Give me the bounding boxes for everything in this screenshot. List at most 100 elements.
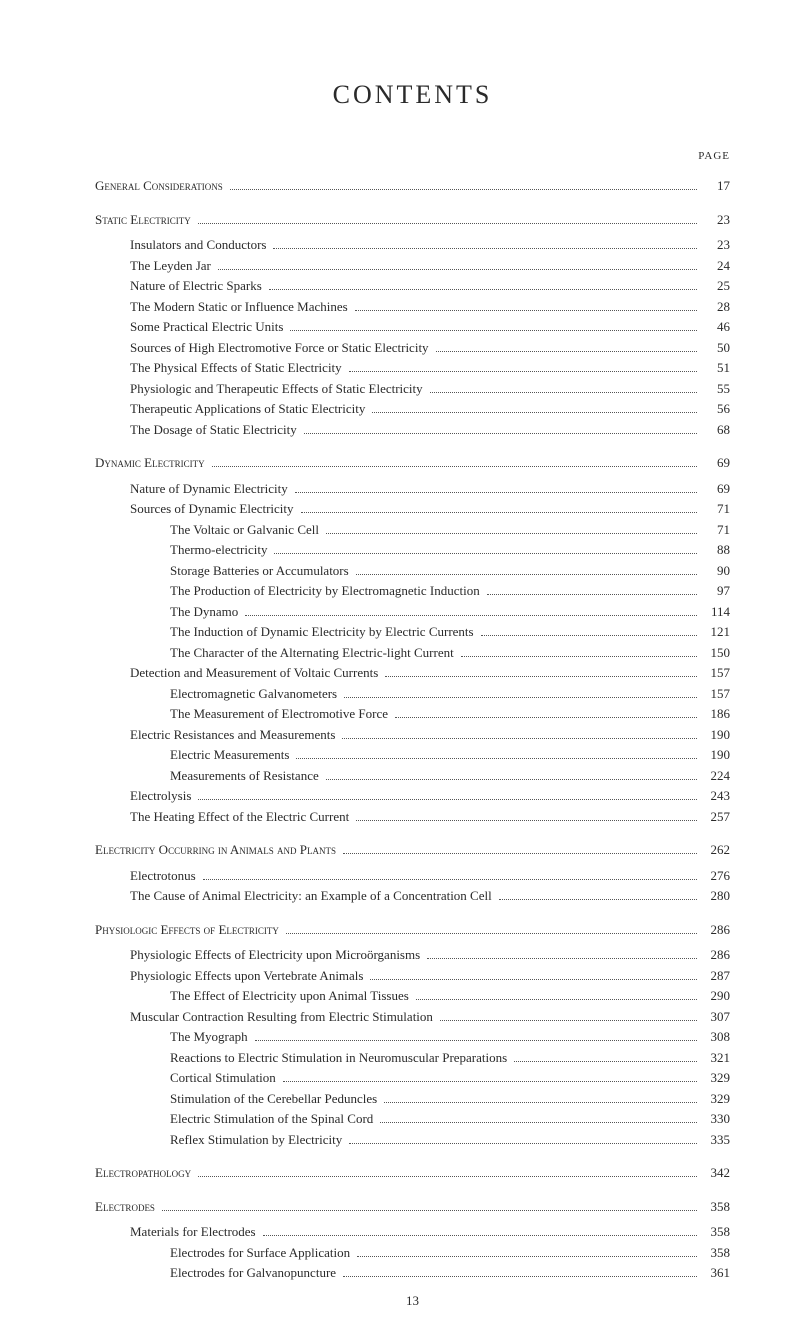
toc-entry-page: 243 [700, 786, 730, 806]
toc-entry-label: Electric Measurements [170, 745, 293, 765]
toc-leader-dots [481, 635, 697, 636]
toc-entry-label: The Character of the Alternating Electri… [170, 643, 458, 663]
toc-entry-label: Electrodes [95, 1197, 159, 1217]
toc-entry: Insulators and Conductors23 [130, 235, 730, 255]
toc-leader-dots [342, 738, 697, 739]
toc-leader-dots [349, 371, 697, 372]
toc-leader-dots [198, 1176, 697, 1177]
toc-entry-page: 329 [700, 1068, 730, 1088]
toc-leader-dots [198, 799, 697, 800]
toc-entry: The Dynamo114 [170, 602, 730, 622]
toc-entry-label: Materials for Electrodes [130, 1222, 260, 1242]
toc-entry-label: Physiologic Effects of Electricity [95, 920, 283, 940]
toc-entry: Sources of High Electromotive Force or S… [130, 338, 730, 358]
toc-entry-page: 97 [700, 581, 730, 601]
toc-entry: Some Practical Electric Units46 [130, 317, 730, 337]
toc-entry-page: 335 [700, 1130, 730, 1150]
toc-entry-label: Physiologic Effects upon Vertebrate Anim… [130, 966, 367, 986]
toc-entry: The Production of Electricity by Electro… [170, 581, 730, 601]
toc-entry-label: Physiologic Effects of Electricity upon … [130, 945, 424, 965]
toc-entry: Electrodes for Surface Application358 [170, 1243, 730, 1263]
toc-entry-label: The Production of Electricity by Electro… [170, 581, 484, 601]
toc-entry-label: The Induction of Dynamic Electricity by … [170, 622, 478, 642]
toc-entry-label: Reactions to Electric Stimulation in Neu… [170, 1048, 511, 1068]
toc-entry-label: Muscular Contraction Resulting from Elec… [130, 1007, 437, 1027]
toc-entry-page: 24 [700, 256, 730, 276]
toc-entry-page: 150 [700, 643, 730, 663]
toc-entry-label: The Heating Effect of the Electric Curre… [130, 807, 353, 827]
toc-entry: The Induction of Dynamic Electricity by … [170, 622, 730, 642]
toc-entry: The Heating Effect of the Electric Curre… [130, 807, 730, 827]
toc-entry: Electromagnetic Galvanometers 157 [170, 684, 730, 704]
toc-leader-dots [295, 492, 697, 493]
toc-leader-dots [203, 879, 697, 880]
toc-entry-label: Electric Stimulation of the Spinal Cord [170, 1109, 377, 1129]
toc-leader-dots [440, 1020, 697, 1021]
toc-entry-page: 17 [700, 176, 730, 196]
toc-leader-dots [326, 533, 697, 534]
toc-entry-page: 157 [700, 663, 730, 683]
toc-entry-page: 287 [700, 966, 730, 986]
toc-entry-label: Measurements of Resistance [170, 766, 323, 786]
toc-entry-label: Nature of Dynamic Electricity [130, 479, 292, 499]
toc-entry: Reactions to Electric Stimulation in Neu… [170, 1048, 730, 1068]
toc-entry: Electrolysis243 [130, 786, 730, 806]
toc-leader-dots [430, 392, 697, 393]
toc-entry: Sources of Dynamic Electricity71 [130, 499, 730, 519]
toc-entry-label: The Cause of Animal Electricity: an Exam… [130, 886, 496, 906]
toc-entry: Storage Batteries or Accumulators90 [170, 561, 730, 581]
toc-entry-page: 90 [700, 561, 730, 581]
toc-leader-dots [436, 351, 697, 352]
toc-entry-page: 330 [700, 1109, 730, 1129]
toc-entry-page: 114 [700, 602, 730, 622]
toc-entry-label: The Physical Effects of Static Electrici… [130, 358, 346, 378]
toc-entry-page: 25 [700, 276, 730, 296]
toc-entry-page: 276 [700, 866, 730, 886]
toc-entry-page: 290 [700, 986, 730, 1006]
toc-entry-label: Physiologic and Therapeutic Effects of S… [130, 379, 427, 399]
toc-entry-page: 358 [700, 1243, 730, 1263]
toc-entry: Measurements of Resistance224 [170, 766, 730, 786]
toc-entry-label: Stimulation of the Cerebellar Peduncles [170, 1089, 381, 1109]
toc-leader-dots [296, 758, 697, 759]
toc-entry-label: Electropathology [95, 1163, 195, 1183]
toc-entry: The Dosage of Static Electricity 68 [130, 420, 730, 440]
toc-entry-page: 121 [700, 622, 730, 642]
toc-leader-dots [343, 1276, 697, 1277]
toc-entry: Stimulation of the Cerebellar Peduncles3… [170, 1089, 730, 1109]
toc-entry-page: 23 [700, 210, 730, 230]
toc-entry-label: Some Practical Electric Units [130, 317, 287, 337]
toc-entry-label: Electromagnetic Galvanometers [170, 684, 341, 704]
toc-entry-label: Dynamic Electricity [95, 453, 209, 473]
toc-leader-dots [218, 269, 697, 270]
toc-entry-label: The Measurement of Electromotive Force [170, 704, 392, 724]
toc-leader-dots [487, 594, 697, 595]
toc-entry: Static Electricity23 [95, 210, 730, 230]
toc-entry-label: Electricity Occurring in Animals and Pla… [95, 840, 340, 860]
toc-entry: Muscular Contraction Resulting from Elec… [130, 1007, 730, 1027]
toc-entry-page: 308 [700, 1027, 730, 1047]
toc-leader-dots [385, 676, 697, 677]
toc-leader-dots [380, 1122, 697, 1123]
toc-entry: The Measurement of Electromotive Force 18… [170, 704, 730, 724]
toc-entry: Electrotonus276 [130, 866, 730, 886]
toc-leader-dots [290, 330, 697, 331]
toc-leader-dots [230, 189, 697, 190]
toc-entry-label: The Dosage of Static Electricity [130, 420, 301, 440]
toc-leader-dots [384, 1102, 697, 1103]
toc-entry: Electrodes for Galvanopuncture361 [170, 1263, 730, 1283]
toc-entry-page: 157 [700, 684, 730, 704]
toc-leader-dots [283, 1081, 697, 1082]
toc-entry-label: Nature of Electric Sparks [130, 276, 266, 296]
toc-entry-page: 186 [700, 704, 730, 724]
toc-entry-page: 361 [700, 1263, 730, 1283]
page-column-header: PAGE [95, 150, 730, 162]
toc-entry: Electric Resistances and Measurements190 [130, 725, 730, 745]
toc-entry-page: 68 [700, 420, 730, 440]
toc-entry-page: 358 [700, 1197, 730, 1217]
toc-leader-dots [356, 820, 697, 821]
toc-leader-dots [198, 223, 697, 224]
toc-entry-page: 51 [700, 358, 730, 378]
toc-entry-page: 28 [700, 297, 730, 317]
toc-entry-page: 69 [700, 453, 730, 473]
